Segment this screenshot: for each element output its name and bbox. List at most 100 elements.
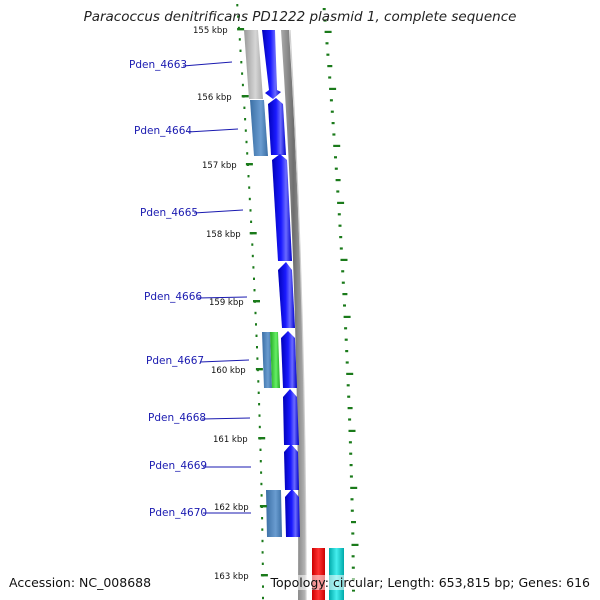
gene-label-pden-4666[interactable]: Pden_4666 (144, 291, 202, 303)
gene-label-pden-4663[interactable]: Pden_4663 (129, 59, 187, 71)
scale-dot (253, 289, 256, 292)
gc-skew-dash (350, 498, 354, 501)
scale-dot (256, 357, 259, 360)
gc-skew-dash (344, 327, 348, 330)
gc-skew-dash (331, 122, 335, 125)
gene-labels: Pden_4663 Pden_4664 Pden_4665 Pden_4666 … (129, 59, 251, 519)
scale-dot (257, 391, 260, 394)
gc-skew-dash (345, 350, 349, 353)
leader-line-pden-4663 (182, 61, 233, 67)
gene-label-pden-4667[interactable]: Pden_4667 (146, 355, 204, 367)
scale-dot (251, 254, 254, 258)
kbp-major-tick (259, 505, 267, 508)
gc-skew-dash (337, 213, 341, 216)
gc-skew-dash (349, 452, 353, 455)
scale-dot (261, 517, 264, 520)
kbp-major-tick (237, 28, 245, 31)
gc-skew-dash (341, 281, 345, 284)
gc-skew-dash (351, 532, 355, 535)
tick-label-155: 155 kbp (193, 26, 228, 36)
tick-label-161: 161 kbp (213, 435, 248, 445)
gc-skew-dash (340, 258, 348, 261)
cds-arrow-pden-4670 (285, 489, 300, 537)
scale-dot (248, 197, 251, 201)
gc-skew-track (322, 8, 359, 592)
gc-skew-dash (337, 201, 345, 204)
gc-skew-dash (347, 395, 351, 398)
cog-bar-pden-4667-green (270, 332, 280, 388)
scale-dot (255, 323, 257, 326)
cds-arrow-pden-4668 (283, 389, 299, 445)
cds-arrow-pden-4665 (272, 154, 292, 261)
gc-skew-dash (345, 361, 349, 364)
scale-dot (258, 414, 261, 417)
map-title: Paracoccus denitrificans PD1222 plasmid … (83, 9, 517, 25)
cog-bar-pden-4670 (266, 490, 282, 537)
kbp-major-tick (245, 163, 253, 166)
gc-skew-dash (328, 76, 332, 79)
scale-dot (255, 334, 258, 337)
scale-dot (260, 471, 263, 474)
scale-dot (254, 311, 257, 315)
leader-line-pden-4665 (193, 209, 244, 214)
gene-label-pden-4664[interactable]: Pden_4664 (134, 125, 192, 137)
scale-dot (261, 528, 264, 531)
gc-skew-dash (326, 53, 330, 56)
scale-dot (259, 460, 262, 463)
gene-label-pden-4665[interactable]: Pden_4665 (140, 207, 198, 219)
scale-dot (260, 482, 263, 486)
cds-arrow-pden-4667 (281, 331, 297, 388)
scale-dot (259, 448, 262, 451)
backbone-ring (281, 30, 306, 600)
cds-arrow-pden-4664 (268, 98, 286, 155)
scale-dot (250, 220, 253, 223)
gene-label-pden-4670[interactable]: Pden_4670 (149, 507, 207, 519)
gc-skew-dash (351, 543, 359, 546)
gc-skew-dash (339, 247, 343, 250)
gc-skew-dash (341, 270, 345, 273)
gene-label-pden-4669[interactable]: Pden_4669 (149, 460, 207, 472)
scale-dot (261, 551, 264, 554)
gc-skew-dash (343, 304, 346, 307)
kbp-scale: 155 kbp 156 kbp 157 kbp 158 kbp 159 kbp … (193, 26, 268, 582)
scale-dot (252, 266, 255, 269)
scale-dot (238, 38, 241, 41)
scale-dot (240, 61, 243, 64)
cds-arrow-pden-4669 (284, 444, 299, 490)
scale-dot (245, 140, 248, 144)
kbp-major-tick (255, 368, 263, 371)
scale-dot (253, 277, 255, 280)
gc-skew-dash (342, 293, 348, 296)
tick-label-162: 162 kbp (214, 503, 249, 513)
scale-dot (241, 72, 244, 75)
leader-line-pden-4666 (197, 296, 248, 299)
gene-label-pden-4668[interactable]: Pden_4668 (148, 412, 206, 424)
scale-dot (237, 15, 240, 18)
scale-dot (247, 175, 250, 178)
cog-bar-pden-4663 (244, 30, 263, 99)
tick-label-157: 157 kbp (202, 161, 237, 171)
gc-skew-dash (334, 156, 337, 159)
scale-dot (249, 209, 252, 212)
tick-label-156: 156 kbp (197, 93, 232, 103)
scale-dot (262, 585, 264, 588)
kbp-major-tick (249, 232, 257, 235)
leader-line-pden-4668 (201, 417, 251, 420)
gc-skew-dash (336, 190, 340, 193)
gc-skew-dash (324, 30, 332, 33)
scale-dot (239, 49, 242, 52)
gc-skew-dash (347, 407, 353, 410)
cog-bar-pden-4667-blue (262, 332, 272, 388)
gc-skew-dash (332, 133, 336, 136)
leader-line-pden-4667 (199, 359, 250, 363)
scale-dot (261, 562, 264, 565)
scale-dot (246, 152, 249, 155)
kbp-major-tick (258, 437, 266, 440)
scale-dot (262, 596, 264, 600)
gc-skew-dash (348, 441, 352, 444)
gc-skew-dash (329, 87, 337, 90)
gc-skew-dash (338, 224, 342, 227)
gc-skew-dash (349, 464, 353, 467)
tick-label-158: 158 kbp (206, 230, 241, 240)
